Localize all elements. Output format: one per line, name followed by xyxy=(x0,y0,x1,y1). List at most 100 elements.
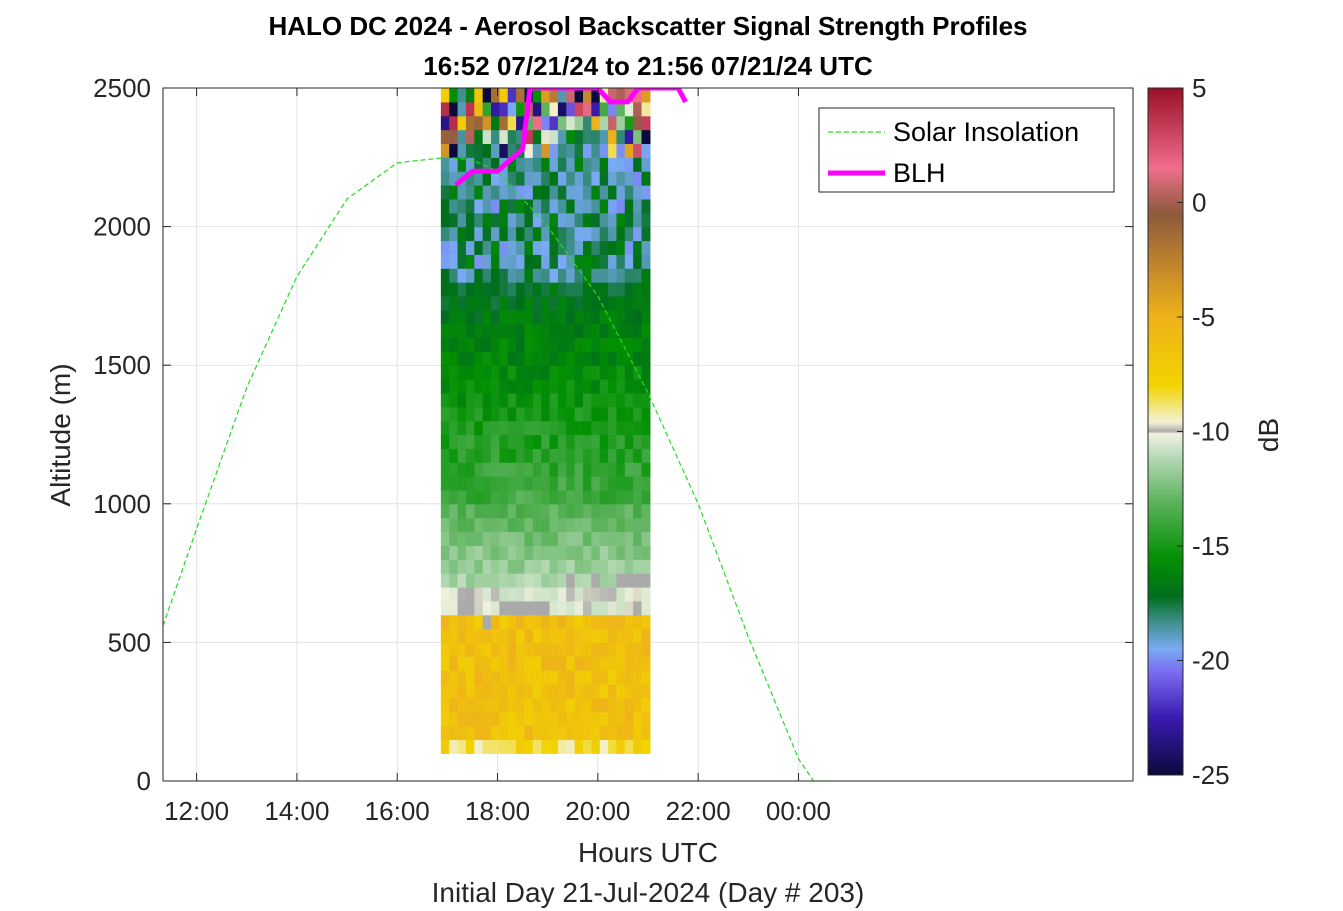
heatmap-cell xyxy=(524,171,534,186)
heatmap-cell xyxy=(624,101,634,117)
x-tick-label: 14:00 xyxy=(264,796,329,826)
heatmap-cell xyxy=(582,586,592,602)
heatmap-cell xyxy=(499,559,509,574)
heatmap-cell xyxy=(449,101,459,117)
heatmap-cell xyxy=(524,379,534,394)
heatmap-cell xyxy=(582,545,592,560)
heatmap-cell xyxy=(449,670,459,685)
heatmap-cell xyxy=(599,476,609,491)
heatmap-cell xyxy=(566,406,576,422)
heatmap-cell xyxy=(599,254,609,269)
heatmap-cell xyxy=(507,185,517,200)
heatmap-cell xyxy=(440,448,450,463)
heatmap-cell xyxy=(574,503,584,519)
heatmap-cell xyxy=(449,171,459,186)
heatmap-cell xyxy=(582,171,592,186)
colorbar-tick-label: -20 xyxy=(1192,646,1230,676)
heatmap-cell xyxy=(541,212,551,228)
heatmap-cell xyxy=(549,254,559,269)
heatmap-cell xyxy=(608,212,618,228)
heatmap-cell xyxy=(582,489,592,505)
heatmap-cell xyxy=(516,600,526,616)
heatmap-cell xyxy=(616,503,626,519)
heatmap-cell xyxy=(574,531,584,546)
heatmap-cell xyxy=(541,628,551,643)
heatmap-cell xyxy=(482,254,492,269)
heatmap-cell xyxy=(549,101,559,117)
heatmap-cell xyxy=(457,129,467,145)
heatmap-cell xyxy=(507,697,517,713)
heatmap-cell xyxy=(482,656,492,671)
heatmap-cell xyxy=(532,379,542,394)
heatmap-cell xyxy=(532,309,542,325)
heatmap-cell xyxy=(541,448,551,463)
heatmap-cell xyxy=(491,226,500,242)
heatmap-cell xyxy=(608,670,618,685)
heatmap-cell xyxy=(566,725,576,741)
heatmap-cell xyxy=(457,531,467,546)
heatmap-cell xyxy=(532,739,542,754)
heatmap-cell xyxy=(591,171,601,186)
heatmap-cell xyxy=(641,628,651,643)
heatmap-cell xyxy=(440,559,450,574)
heatmap-cell xyxy=(482,614,492,630)
heatmap-cell xyxy=(449,254,459,269)
heatmap-cell xyxy=(474,337,484,352)
heatmap-cell xyxy=(608,129,618,145)
heatmap-cell xyxy=(574,212,584,228)
heatmap-cell xyxy=(582,295,592,311)
heatmap-cell xyxy=(482,365,492,380)
heatmap-cell xyxy=(549,406,559,422)
heatmap-cell xyxy=(507,586,517,602)
heatmap-cell xyxy=(557,573,567,588)
heatmap-cell xyxy=(599,739,609,754)
heatmap-cell xyxy=(624,476,634,491)
heatmap-cell xyxy=(541,226,551,242)
heatmap-cell xyxy=(482,503,492,519)
heatmap-cell xyxy=(633,143,643,158)
heatmap-cell xyxy=(457,198,467,214)
heatmap-cell xyxy=(582,739,592,754)
heatmap-cell xyxy=(641,448,651,463)
heatmap-cell xyxy=(616,420,626,436)
heatmap-cell xyxy=(641,185,651,200)
heatmap-cell xyxy=(624,628,634,643)
heatmap-cell xyxy=(633,462,643,477)
heatmap-cell xyxy=(474,88,484,103)
heatmap-cell xyxy=(440,476,450,491)
heatmap-cell xyxy=(524,656,534,671)
heatmap-cell xyxy=(599,559,609,574)
heatmap-cell xyxy=(566,614,576,630)
heatmap-cell xyxy=(624,656,634,671)
heatmap-cell xyxy=(499,198,509,214)
heatmap-cell xyxy=(633,351,643,366)
heatmap-cell xyxy=(474,295,484,311)
heatmap-cell xyxy=(608,379,618,394)
heatmap-cell xyxy=(507,711,517,727)
heatmap-cell xyxy=(474,115,484,131)
heatmap-cell xyxy=(499,282,509,297)
heatmap-cell xyxy=(449,614,459,630)
heatmap-cell xyxy=(449,185,459,200)
heatmap-cell xyxy=(624,559,634,574)
heatmap-cell xyxy=(549,434,559,449)
heatmap-cell xyxy=(591,351,601,366)
heatmap-cell xyxy=(599,670,609,685)
heatmap-cell xyxy=(482,420,492,436)
heatmap-cell xyxy=(440,628,450,643)
heatmap-cell xyxy=(582,365,592,380)
heatmap-cell xyxy=(591,503,601,519)
heatmap-cell xyxy=(557,670,567,685)
heatmap-cell xyxy=(541,143,551,158)
heatmap-cell xyxy=(516,517,526,533)
heatmap-cell xyxy=(507,88,517,103)
heatmap-cell xyxy=(516,739,526,754)
heatmap-cell xyxy=(541,697,551,713)
heatmap-cell xyxy=(524,282,534,297)
heatmap-cell xyxy=(582,448,592,463)
heatmap-cell xyxy=(582,254,592,269)
heatmap-cell xyxy=(566,683,576,699)
heatmap-cell xyxy=(566,531,576,546)
heatmap-cell xyxy=(516,295,526,311)
heatmap-cell xyxy=(582,697,592,713)
